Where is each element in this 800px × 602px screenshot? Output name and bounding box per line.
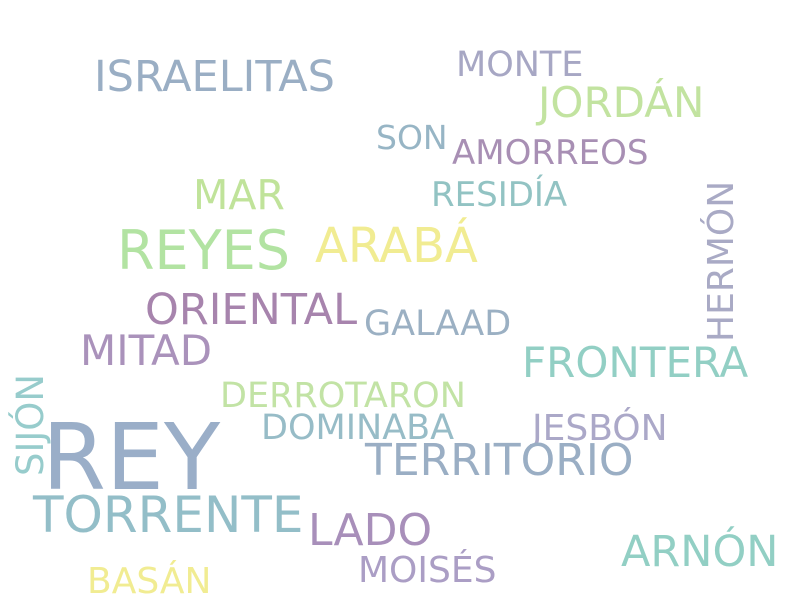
word-jordan: JORDÁN [538,82,704,124]
word-son: SON [376,121,448,154]
word-territorio: TERRITORIO [365,439,634,483]
word-lado: LADO [308,509,432,553]
word-galaad: GALAAD [364,307,511,342]
word-reyes: REYES [117,224,290,278]
word-residia: RESIDÍA [431,178,567,212]
word-basan: BASÁN [87,564,211,600]
word-frontera: FRONTERA [522,342,748,384]
word-arnon: ARNÓN [621,531,778,574]
word-moises: MOISÉS [358,553,496,589]
word-mar: MAR [193,175,285,216]
word-mitad: MITAD [80,330,212,372]
word-araba: ARABÁ [315,222,478,270]
word-israelitas: ISRAELITAS [94,56,335,99]
word-hermon: HERMÓN [704,181,740,342]
word-amorreos: AMORREOS [452,136,648,170]
word-torrente: TORRENTE [33,490,304,540]
